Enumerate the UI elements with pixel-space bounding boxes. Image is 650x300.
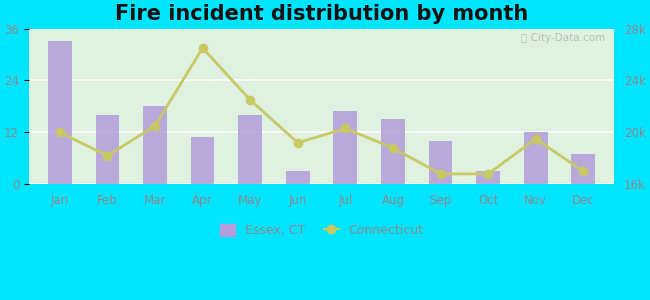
Text: ⓘ City-Data.com: ⓘ City-Data.com: [521, 33, 605, 43]
Bar: [476, 171, 500, 184]
Legend: Essex, CT, Connecticut: Essex, CT, Connecticut: [220, 224, 424, 237]
Bar: [571, 154, 595, 184]
Title: Fire incident distribution by month: Fire incident distribution by month: [115, 4, 528, 24]
Bar: [381, 119, 405, 184]
Bar: [333, 111, 358, 184]
Bar: [428, 141, 452, 184]
Bar: [96, 115, 120, 184]
Bar: [48, 41, 72, 184]
Bar: [143, 106, 167, 184]
Bar: [190, 137, 214, 184]
Bar: [239, 115, 262, 184]
Bar: [286, 171, 309, 184]
Bar: [524, 132, 547, 184]
